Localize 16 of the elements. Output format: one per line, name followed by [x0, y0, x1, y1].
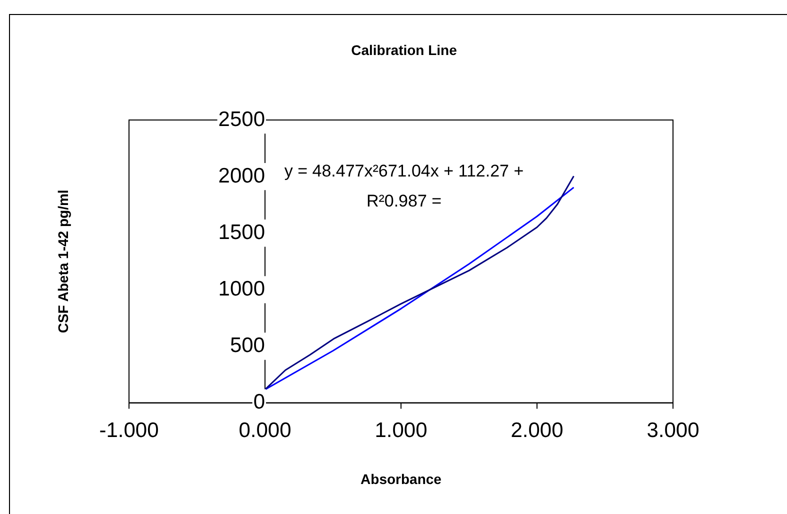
y-tick-label: 0 — [253, 390, 265, 414]
x-tick-label: 0.000 — [238, 419, 292, 442]
x-axis-title: Absorbance — [360, 470, 442, 487]
x-tick-label: 3.000 — [646, 419, 700, 442]
x-tick-label: -1.000 — [99, 419, 159, 442]
x-tick-label: 1.000 — [374, 419, 428, 442]
annotation: y = 48.477x²671.04x + 112.27 + — [284, 162, 524, 181]
y-tick-label: 500 — [230, 334, 265, 358]
y-tick-label: 1000 — [218, 277, 265, 300]
y-tick-label: 2000 — [218, 164, 265, 188]
y-axis-title: CSF Abeta 1-42 pg/ml — [54, 190, 71, 334]
y-tick-label: 1500 — [218, 220, 265, 244]
x-tick-label: 2.000 — [510, 419, 564, 442]
y-tick-label: 2500 — [218, 108, 265, 131]
annotation: R²0.987 = — [366, 192, 442, 211]
chart-title: Calibration Line — [351, 42, 458, 58]
